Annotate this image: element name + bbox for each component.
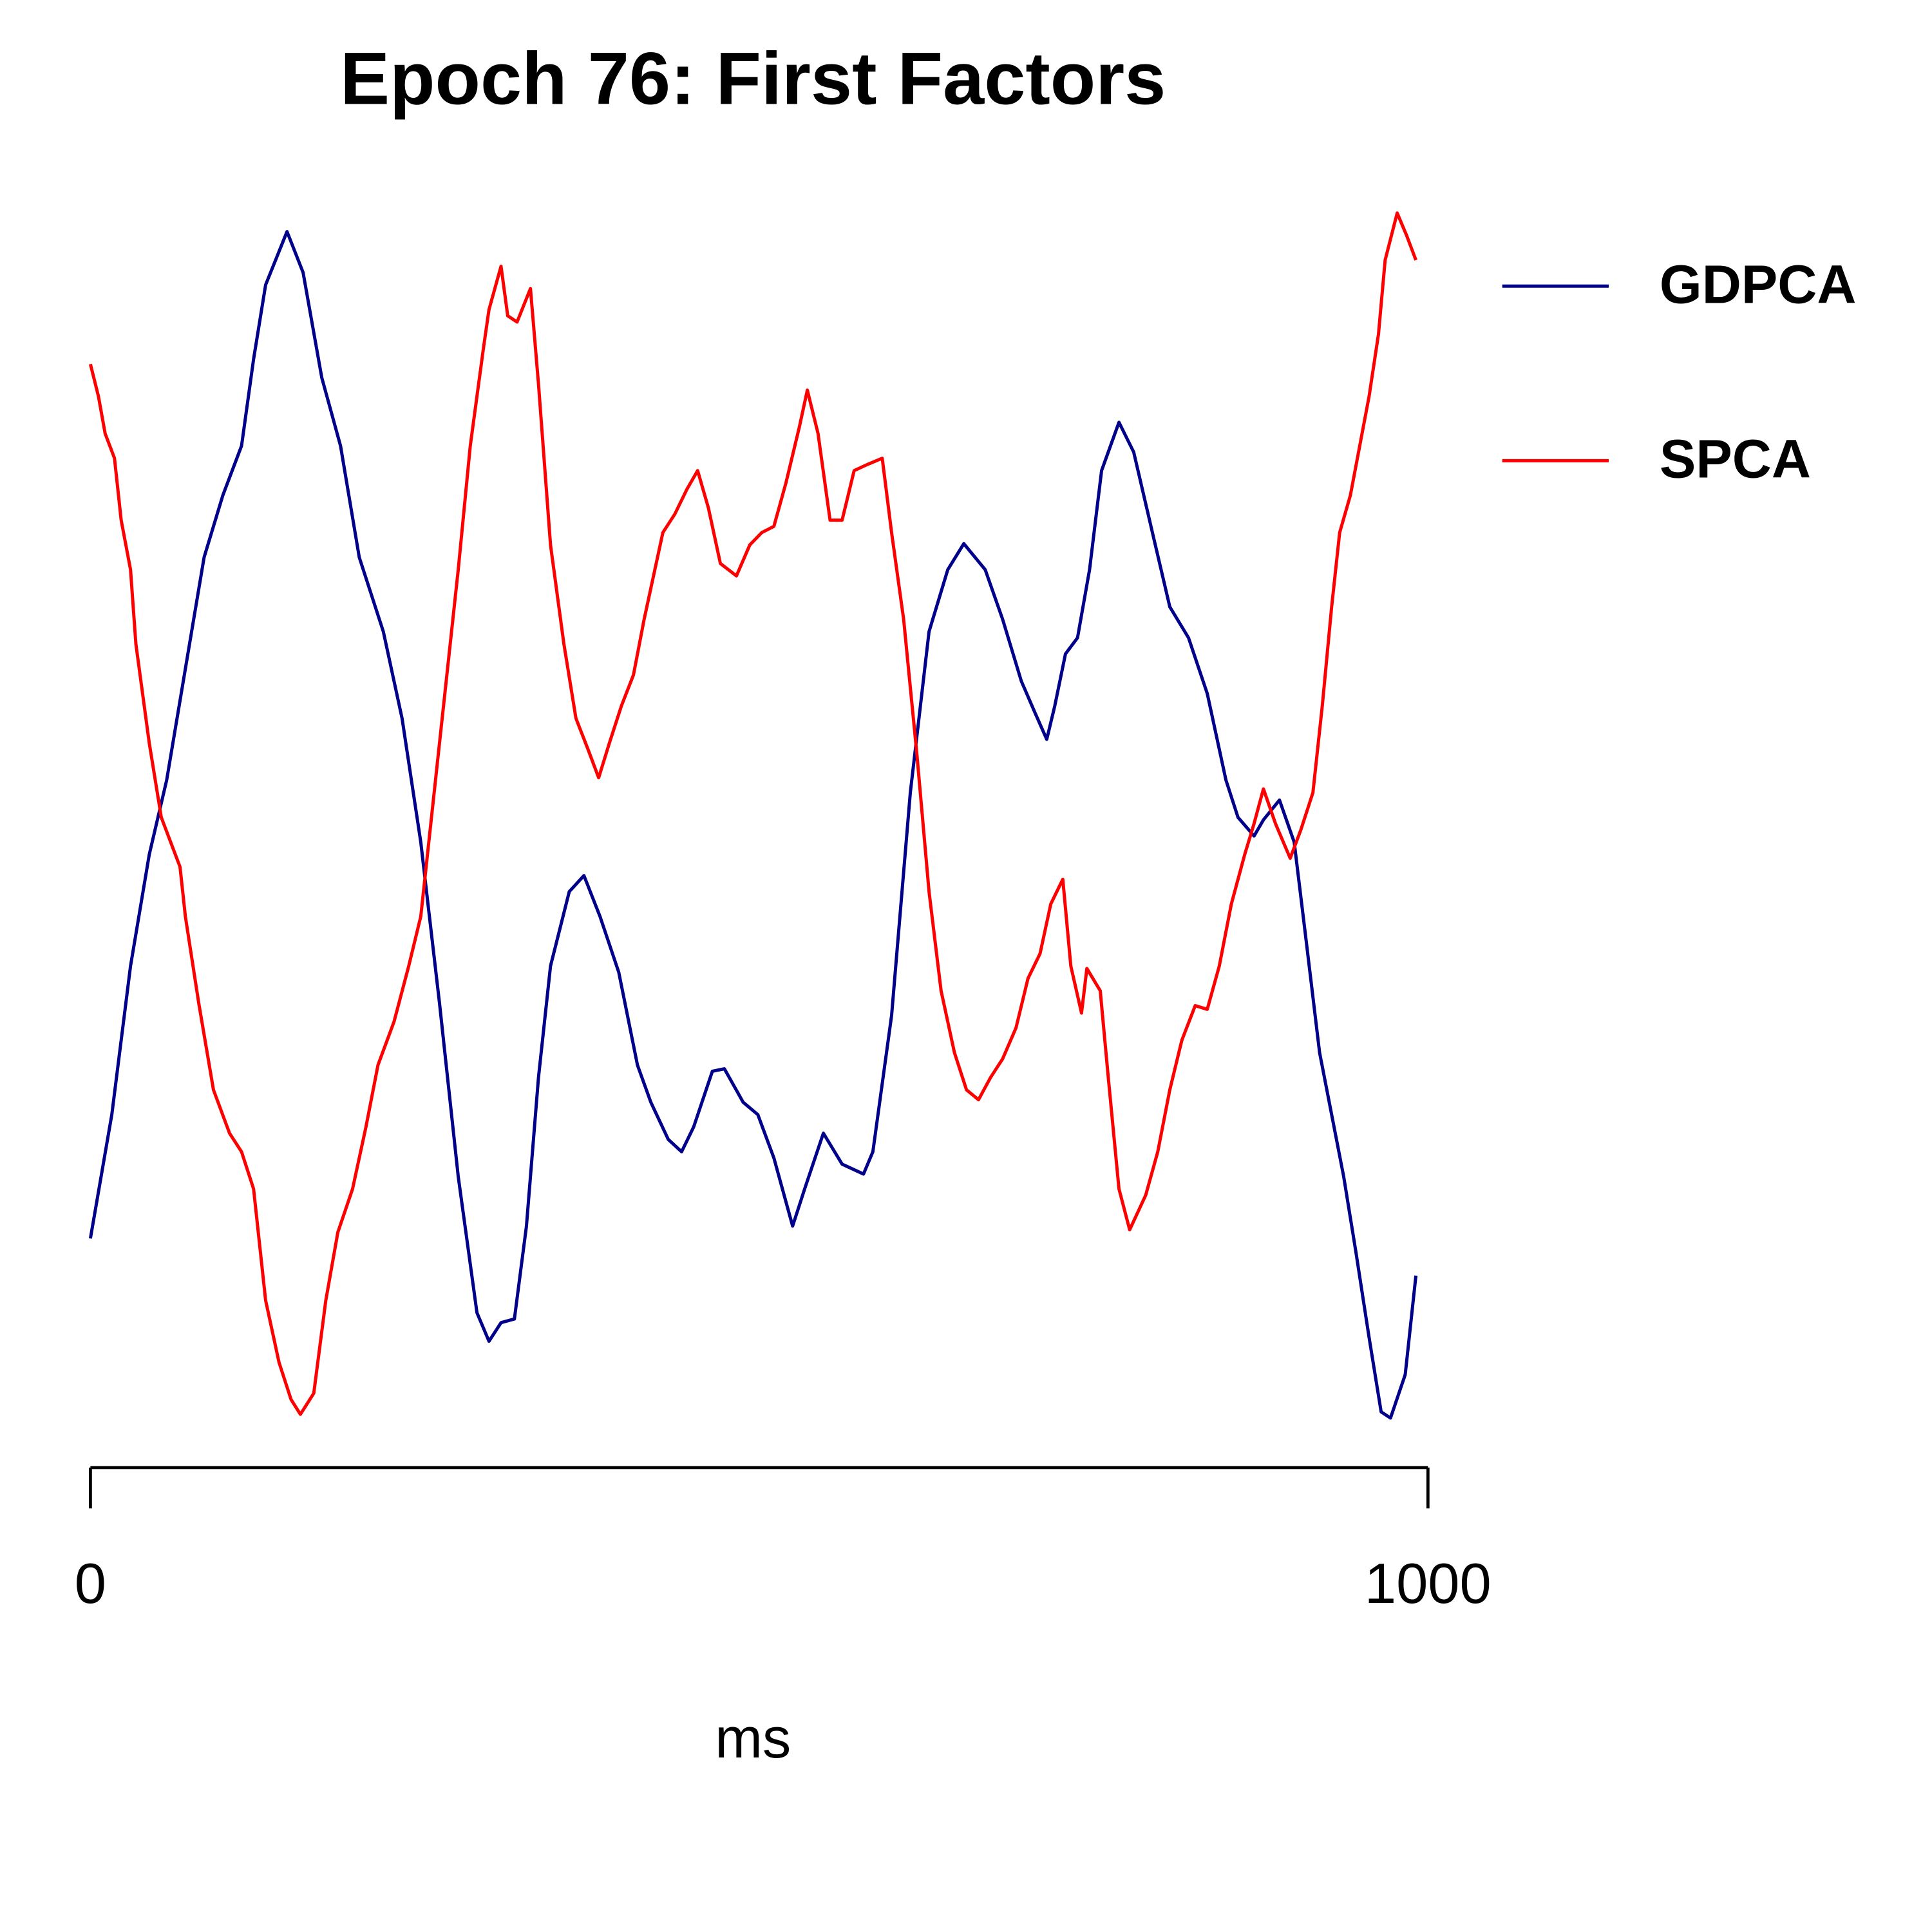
series-line bbox=[88, 211, 1417, 1416]
series-line bbox=[88, 230, 1418, 1420]
chart-title: Epoch 76: First Factors bbox=[340, 37, 1166, 120]
x-axis-label: ms bbox=[715, 1706, 791, 1770]
legend-label: SPCA bbox=[1660, 428, 1811, 489]
x-tick-label: 0 bbox=[75, 1551, 106, 1615]
x-tick-label: 1000 bbox=[1365, 1551, 1492, 1615]
legend-label: GDPCA bbox=[1660, 253, 1857, 314]
